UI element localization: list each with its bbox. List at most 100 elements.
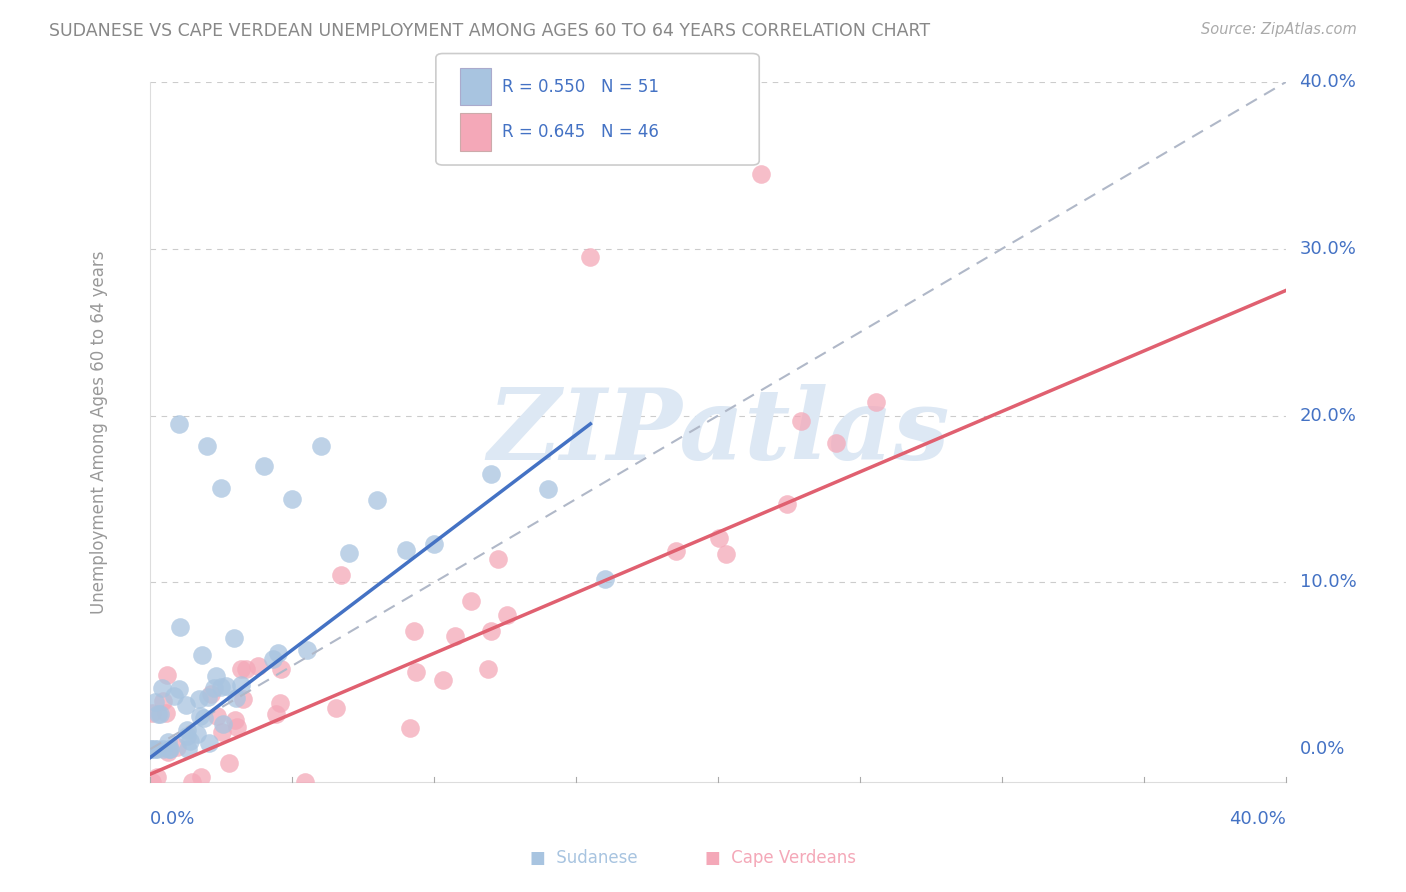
Point [232, 691, 254, 706]
Text: 40.0%: 40.0% [1229, 811, 1286, 829]
Point [295, 643, 318, 657]
Point [157, 742, 180, 756]
Point [179, 734, 201, 748]
Point [665, 544, 688, 558]
Point [309, 438, 332, 452]
Point [204, 668, 226, 682]
Point [209, 481, 232, 495]
Point [579, 250, 602, 264]
Point [247, 658, 270, 673]
Text: R = 0.645   N = 46: R = 0.645 N = 46 [502, 123, 659, 141]
Point [229, 662, 252, 676]
Point [366, 493, 388, 508]
Point [197, 690, 219, 704]
Text: 40.0%: 40.0% [1299, 73, 1357, 91]
Point [141, 706, 163, 721]
Point [186, 727, 208, 741]
Text: 30.0%: 30.0% [1299, 240, 1357, 258]
Text: R = 0.550   N = 51: R = 0.550 N = 51 [502, 78, 659, 95]
Point [166, 739, 188, 754]
Point [537, 482, 560, 496]
Point [825, 436, 848, 450]
Point [266, 706, 288, 721]
Point [270, 662, 292, 676]
Point [176, 729, 198, 743]
Point [229, 678, 252, 692]
Point [176, 723, 198, 737]
Point [155, 706, 177, 721]
Point [423, 537, 446, 551]
Point [865, 394, 887, 409]
Point [152, 742, 174, 756]
Point [198, 736, 221, 750]
Point [205, 709, 228, 723]
Point [156, 735, 179, 749]
Point [159, 742, 181, 756]
Text: ■  Cape Verdeans: ■ Cape Verdeans [704, 849, 856, 867]
Point [141, 775, 163, 789]
Text: Unemployment Among Ages 60 to 64 years: Unemployment Among Ages 60 to 64 years [90, 251, 108, 614]
Point [143, 695, 166, 709]
Point [145, 742, 167, 756]
Point [146, 770, 169, 784]
Point [707, 531, 730, 545]
Point [152, 694, 174, 708]
Point [156, 668, 179, 682]
Text: 20.0%: 20.0% [1299, 407, 1357, 425]
Point [141, 742, 163, 756]
Point [235, 662, 257, 676]
Point [169, 619, 191, 633]
Point [253, 458, 276, 473]
Point [477, 662, 499, 676]
Point [200, 687, 222, 701]
Point [149, 707, 172, 722]
Point [204, 681, 226, 695]
Point [150, 681, 173, 695]
Point [405, 665, 427, 679]
Text: ■  Sudanese: ■ Sudanese [530, 849, 637, 867]
Point [267, 646, 290, 660]
Point [174, 698, 197, 713]
Point [180, 775, 202, 789]
Text: 0.0%: 0.0% [150, 811, 195, 829]
Point [325, 701, 347, 715]
Point [330, 567, 353, 582]
Point [714, 547, 737, 561]
Text: SUDANESE VS CAPE VERDEAN UNEMPLOYMENT AMONG AGES 60 TO 64 YEARS CORRELATION CHAR: SUDANESE VS CAPE VERDEAN UNEMPLOYMENT AM… [49, 22, 931, 40]
Point [224, 713, 246, 727]
Text: 0.0%: 0.0% [1299, 740, 1346, 758]
Point [486, 552, 509, 566]
Point [222, 631, 245, 645]
Point [211, 725, 233, 739]
Point [262, 652, 284, 666]
Point [177, 742, 200, 756]
Point [226, 720, 249, 734]
Point [281, 492, 304, 507]
Point [148, 706, 170, 721]
Text: ZIPatlas: ZIPatlas [486, 384, 949, 481]
Point [432, 673, 454, 687]
Point [496, 608, 519, 623]
Point [444, 629, 467, 643]
Point [479, 467, 502, 482]
Point [143, 742, 166, 756]
Point [188, 709, 211, 723]
Point [193, 711, 215, 725]
Point [167, 417, 190, 432]
Point [395, 543, 418, 558]
Point [187, 692, 209, 706]
Text: 10.0%: 10.0% [1299, 574, 1357, 591]
Point [337, 546, 360, 560]
Point [593, 572, 616, 586]
Point [294, 775, 316, 789]
Point [460, 594, 482, 608]
Text: Source: ZipAtlas.com: Source: ZipAtlas.com [1201, 22, 1357, 37]
Point [404, 624, 426, 639]
Point [749, 167, 772, 181]
Point [212, 716, 235, 731]
Point [163, 689, 186, 703]
Point [790, 414, 813, 428]
Point [139, 742, 162, 756]
Point [218, 756, 240, 770]
Point [169, 681, 191, 696]
